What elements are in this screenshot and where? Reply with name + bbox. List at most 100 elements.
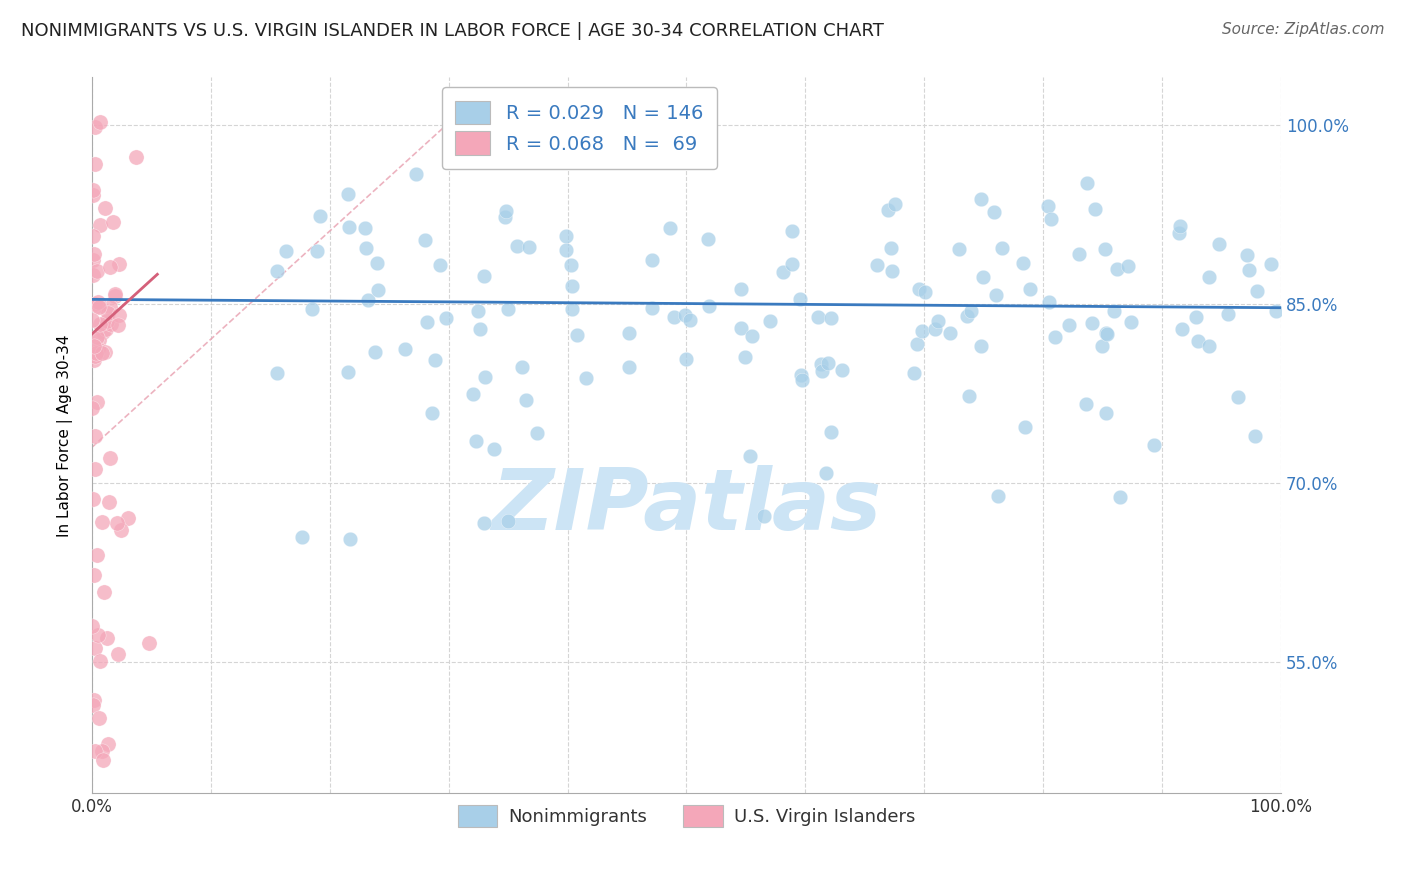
Point	[780, 257, 803, 271]
Point	[83, 297, 105, 311]
Text: NONIMMIGRANTS VS U.S. VIRGIN ISLANDER IN LABOR FORCE | AGE 30-34 CORRELATION CHA: NONIMMIGRANTS VS U.S. VIRGIN ISLANDER IN…	[21, 22, 884, 40]
Point	[86, 263, 108, 277]
Point	[560, 258, 582, 272]
Point	[266, 264, 288, 278]
Point	[1038, 295, 1060, 310]
Point	[927, 314, 949, 328]
Point	[110, 524, 132, 538]
Point	[84, 640, 107, 655]
Point	[467, 304, 489, 318]
Text: Source: ZipAtlas.com: Source: ZipAtlas.com	[1222, 22, 1385, 37]
Point	[673, 308, 696, 322]
Point	[434, 311, 457, 326]
Point	[1081, 316, 1104, 330]
Point	[1116, 259, 1139, 273]
Point	[938, 326, 960, 340]
Point	[364, 345, 387, 359]
Point	[987, 490, 1010, 504]
Point	[1265, 303, 1288, 318]
Point	[84, 157, 107, 171]
Point	[1094, 243, 1116, 257]
Point	[820, 310, 842, 325]
Point	[1143, 438, 1166, 452]
Point	[291, 530, 314, 544]
Point	[276, 244, 298, 258]
Point	[474, 370, 496, 384]
Point	[640, 301, 662, 315]
Point	[1187, 334, 1209, 349]
Point	[1105, 262, 1128, 277]
Point	[807, 310, 830, 324]
Point	[811, 364, 834, 378]
Point	[1069, 247, 1091, 261]
Point	[641, 252, 664, 267]
Point	[1260, 257, 1282, 271]
Point	[82, 491, 104, 506]
Point	[354, 221, 377, 235]
Point	[336, 365, 359, 379]
Point	[474, 269, 496, 284]
Point	[1171, 322, 1194, 336]
Point	[367, 283, 389, 297]
Point	[82, 188, 104, 202]
Point	[1095, 326, 1118, 341]
Point	[1246, 284, 1268, 298]
Point	[914, 285, 936, 299]
Point	[1040, 212, 1063, 227]
Point	[1076, 177, 1098, 191]
Point	[84, 120, 107, 134]
Point	[970, 339, 993, 353]
Point	[494, 210, 516, 224]
Point	[82, 252, 104, 267]
Point	[82, 268, 104, 282]
Point	[876, 202, 898, 217]
Point	[517, 240, 540, 254]
Point	[734, 351, 756, 365]
Point	[730, 282, 752, 296]
Point	[567, 328, 589, 343]
Point	[1236, 248, 1258, 262]
Point	[97, 737, 120, 751]
Point	[561, 301, 583, 316]
Point	[98, 495, 121, 509]
Point	[91, 753, 114, 767]
Point	[96, 632, 118, 646]
Point	[960, 304, 983, 318]
Point	[831, 363, 853, 377]
Point	[484, 442, 506, 456]
Point	[82, 698, 104, 712]
Point	[98, 260, 121, 275]
Point	[89, 317, 111, 331]
Point	[87, 295, 110, 310]
Point	[986, 287, 1008, 301]
Point	[1167, 226, 1189, 240]
Point	[413, 233, 436, 247]
Point	[595, 124, 617, 138]
Point	[337, 187, 360, 202]
Point	[1014, 420, 1036, 434]
Point	[107, 647, 129, 661]
Point	[82, 401, 104, 416]
Point	[810, 357, 832, 371]
Point	[308, 209, 330, 223]
Point	[526, 425, 548, 440]
Point	[84, 462, 107, 476]
Point	[957, 389, 980, 403]
Point	[495, 204, 517, 219]
Point	[924, 322, 946, 336]
Point	[470, 322, 492, 336]
Point	[948, 242, 970, 256]
Point	[911, 324, 934, 338]
Point	[108, 308, 131, 322]
Point	[697, 299, 720, 313]
Point	[89, 333, 111, 347]
Point	[461, 387, 484, 401]
Point	[301, 301, 323, 316]
Point	[82, 313, 104, 327]
Point	[96, 314, 118, 328]
Point	[90, 515, 112, 529]
Point	[1216, 307, 1239, 321]
Point	[82, 183, 104, 197]
Point	[86, 548, 108, 562]
Point	[1043, 330, 1066, 344]
